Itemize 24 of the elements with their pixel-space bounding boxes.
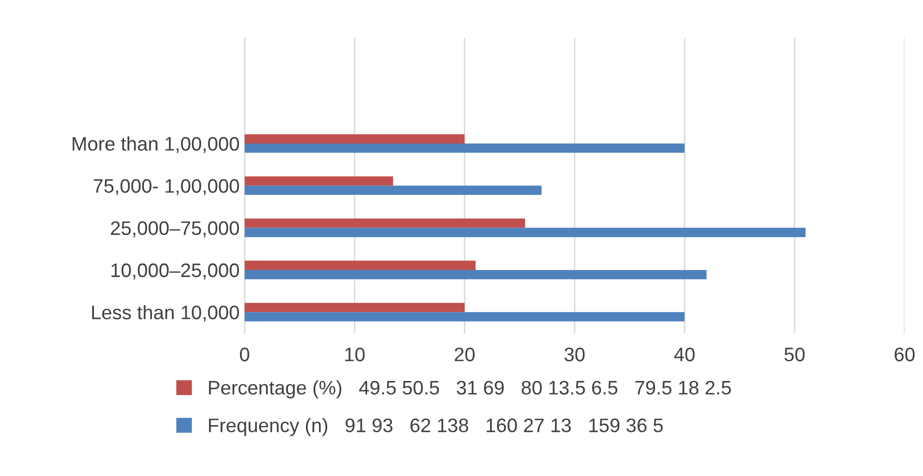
bar [244, 260, 476, 270]
y-tick-label: 25,000–75,000 [110, 221, 239, 238]
y-tick-label: 10,000–25,000 [111, 263, 239, 280]
x-tick-label: 30 [564, 348, 585, 362]
bar [244, 176, 394, 186]
bar [244, 143, 685, 153]
bar [244, 134, 465, 144]
y-tick-label: 75,000- 1,00,000 [94, 179, 239, 196]
bar [244, 312, 685, 322]
bar [244, 302, 465, 312]
x-tick-label: 10 [345, 348, 365, 362]
bar [244, 186, 542, 195]
bar [244, 270, 707, 280]
y-tick-label: Less than 10,000 [92, 305, 239, 322]
legend-label: Percentage (%) 49.5 50.5 31 69 80 13.5 6.5 79.5 18 2.5 [209, 380, 731, 398]
x-tick-label: 40 [674, 348, 695, 362]
x-tick-label: 50 [784, 348, 805, 362]
x-tick-label: 60 [894, 348, 915, 362]
x-tick-label: 0 [240, 348, 250, 362]
bar [244, 228, 806, 238]
y-tick-label: More than 1,00,000 [72, 136, 239, 154]
legend-label: Frequency (n) 91 93 62 138 160 27 13 159 36 5 [209, 418, 663, 436]
bar [244, 218, 526, 228]
x-tick-label: 20 [454, 348, 475, 362]
